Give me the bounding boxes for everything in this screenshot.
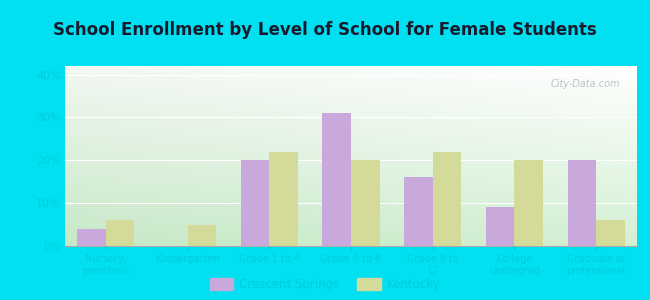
Bar — [486, 207, 514, 246]
Text: City-Data.com: City-Data.com — [550, 79, 620, 88]
Bar — [188, 225, 216, 246]
Bar — [596, 220, 625, 246]
Bar — [106, 220, 135, 246]
Text: School Enrollment by Level of School for Female Students: School Enrollment by Level of School for… — [53, 21, 597, 39]
Bar — [514, 160, 543, 246]
Bar — [351, 160, 380, 246]
Bar — [269, 152, 298, 246]
Bar — [240, 160, 269, 246]
Bar — [567, 160, 596, 246]
Bar — [322, 113, 351, 246]
Legend: Crescent Springs, Kentucky: Crescent Springs, Kentucky — [209, 278, 441, 291]
Bar — [77, 229, 106, 246]
Bar — [433, 152, 462, 246]
Bar — [404, 177, 433, 246]
